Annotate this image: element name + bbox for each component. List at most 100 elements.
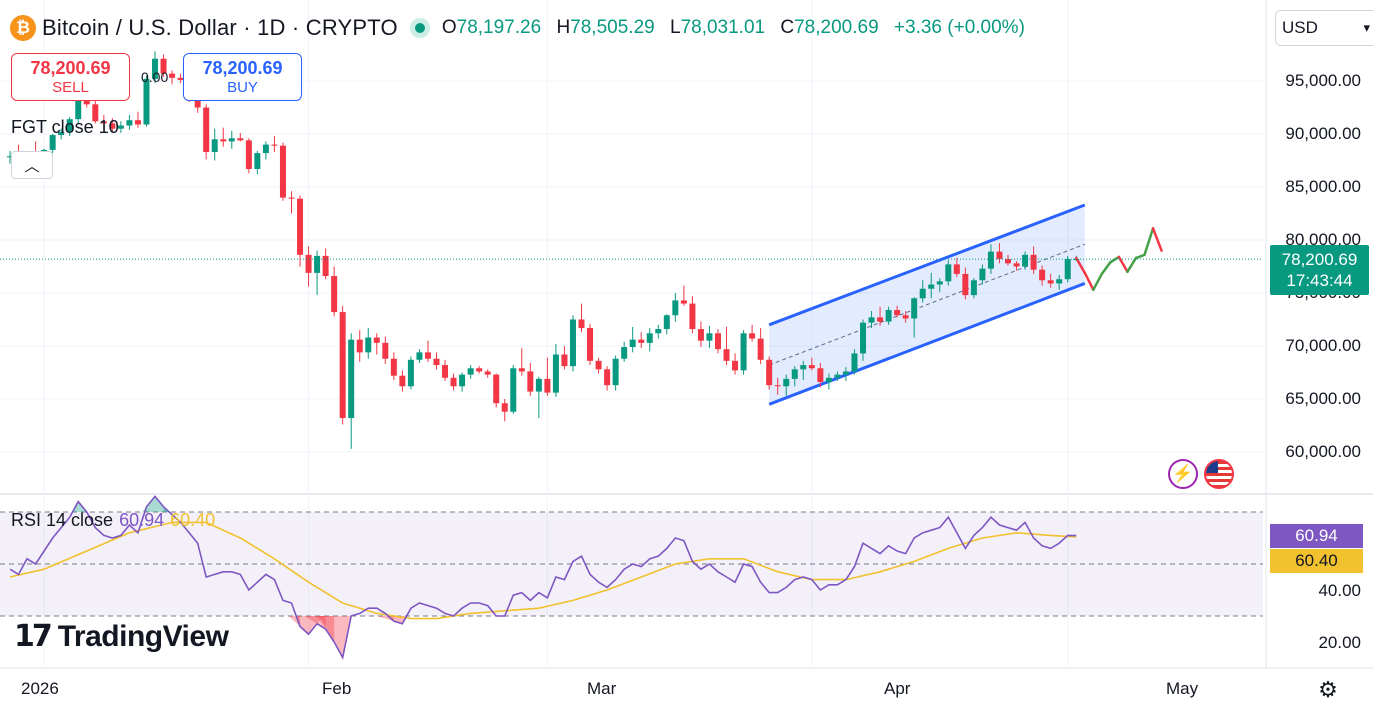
channel-upper-line <box>768 203 1086 327</box>
candle-body <box>100 121 107 124</box>
last-price-tag[interactable]: 78,200.69 17:43:44 <box>1270 245 1369 295</box>
candle-body <box>271 144 278 146</box>
time-tick: May <box>1166 679 1199 698</box>
candle-body <box>228 138 235 142</box>
candle-body <box>518 368 525 372</box>
us-flag-icon[interactable] <box>1204 459 1234 489</box>
candle-body <box>365 337 372 353</box>
candle-body <box>450 377 457 387</box>
candle-body <box>297 198 304 255</box>
pane-frames <box>0 0 1373 669</box>
tradingview-logo-icon: 17 <box>14 619 53 654</box>
candle-body <box>714 333 721 350</box>
rsi-overbought-fill <box>142 496 168 512</box>
rsi-tick: 20.00 <box>1318 633 1361 652</box>
candle-body <box>109 123 116 129</box>
economic-events-markers[interactable]: ⚡ <box>1168 457 1240 491</box>
symbol-title[interactable]: Bitcoin / U.S. Dollar · 1D · CRYPTO <box>42 15 398 40</box>
candle-body <box>766 359 773 386</box>
candle-body <box>348 339 355 419</box>
candle-body <box>305 254 312 273</box>
candle-body <box>527 371 534 392</box>
price-projection-path[interactable] <box>1075 227 1163 292</box>
lightning-event-icon[interactable]: ⚡ <box>1168 459 1198 489</box>
low-label: L <box>669 17 681 38</box>
fgt-indicator-legend[interactable]: FGT close 10 <box>11 117 119 137</box>
buy-price: 78,200.69 <box>202 58 283 78</box>
candle-body <box>851 353 858 372</box>
open-value: 78,197.26 <box>456 17 542 38</box>
candle-body <box>58 131 65 136</box>
candle-body <box>817 368 824 383</box>
candle-body <box>220 139 227 142</box>
candle-body <box>143 78 150 125</box>
candle-body <box>740 333 747 371</box>
candle-body <box>979 268 986 281</box>
candle-body <box>868 317 875 323</box>
rsi-indicator-legend[interactable]: RSI 14 close 60.94 60.40 <box>11 510 215 531</box>
price-tick: 65,000.00 <box>1285 389 1361 408</box>
candle-body <box>629 339 636 348</box>
rsi-value-tag: 60.94 <box>1270 524 1363 548</box>
candle-body <box>842 371 849 375</box>
collapse-legend-button[interactable]: ︿ <box>11 151 53 179</box>
candle-body <box>561 354 568 367</box>
open-label: O <box>441 17 457 38</box>
ascending-channel-drawing[interactable] <box>768 203 1086 406</box>
candle-body <box>7 156 13 158</box>
candle-body <box>314 255 321 273</box>
projection-segment <box>1134 253 1146 260</box>
bitcoin-icon[interactable]: ₿ <box>10 15 36 41</box>
gear-icon[interactable]: ⚙ <box>1318 677 1338 702</box>
projection-segment <box>1075 256 1087 275</box>
candle-body <box>894 309 901 316</box>
time-tick: Feb <box>322 679 352 698</box>
buy-label: BUY <box>227 79 258 96</box>
candle-body <box>356 339 363 353</box>
change-value: +3.36 (+0.00%) <box>893 17 1025 38</box>
high-value: 78,505.29 <box>570 17 655 38</box>
candle-body <box>569 319 576 367</box>
price-tick: 60,000.00 <box>1285 442 1361 461</box>
candle-body <box>595 360 602 370</box>
rsi-pane <box>0 495 1263 660</box>
tradingview-logo[interactable]: 17 TradingView <box>14 619 229 654</box>
candle-body <box>587 327 594 361</box>
symbol-header: ₿ Bitcoin / U.S. Dollar · 1D · CRYPTO O7… <box>0 10 1025 46</box>
tradingview-logo-text: TradingView <box>57 619 229 653</box>
projection-segment <box>1117 255 1129 274</box>
candle-body <box>416 352 423 360</box>
rsi-legend-title: RSI 14 close <box>11 510 114 530</box>
candle-body <box>262 144 269 154</box>
candle-body <box>825 377 832 383</box>
candle-body <box>783 378 790 387</box>
candle-body <box>459 374 466 387</box>
candle-body <box>442 365 449 378</box>
ohlc-readout: O78,197.26 H78,505.29 L78,031.01 C78,200… <box>442 17 1025 39</box>
chevron-down-icon: ▾ <box>1363 20 1370 35</box>
spread-value: 0.00 <box>141 69 169 85</box>
projection-segment <box>1151 227 1163 252</box>
candle-body <box>723 349 730 361</box>
candle-body <box>902 315 909 319</box>
buy-button[interactable]: 78,200.69 BUY <box>183 53 302 101</box>
sell-button[interactable]: 78,200.69 SELL <box>11 53 130 101</box>
rsi-overbought-fill <box>72 501 87 512</box>
currency-select[interactable]: USD ▾ <box>1275 10 1373 46</box>
candle-body <box>800 365 807 370</box>
candle-body <box>535 378 542 392</box>
candle-body <box>117 125 124 129</box>
candle-body <box>1064 259 1071 280</box>
candle-body <box>544 378 551 393</box>
bar-countdown: 17:43:44 <box>1286 271 1353 290</box>
market-open-status-icon[interactable] <box>409 18 430 38</box>
candle-body <box>757 338 764 360</box>
candle-body <box>646 333 653 343</box>
candle-body <box>194 99 201 108</box>
candle-body <box>399 375 406 387</box>
candle-body <box>493 374 500 404</box>
candle-body <box>996 251 1003 260</box>
candle-body <box>152 58 159 79</box>
candle-body <box>578 319 585 328</box>
